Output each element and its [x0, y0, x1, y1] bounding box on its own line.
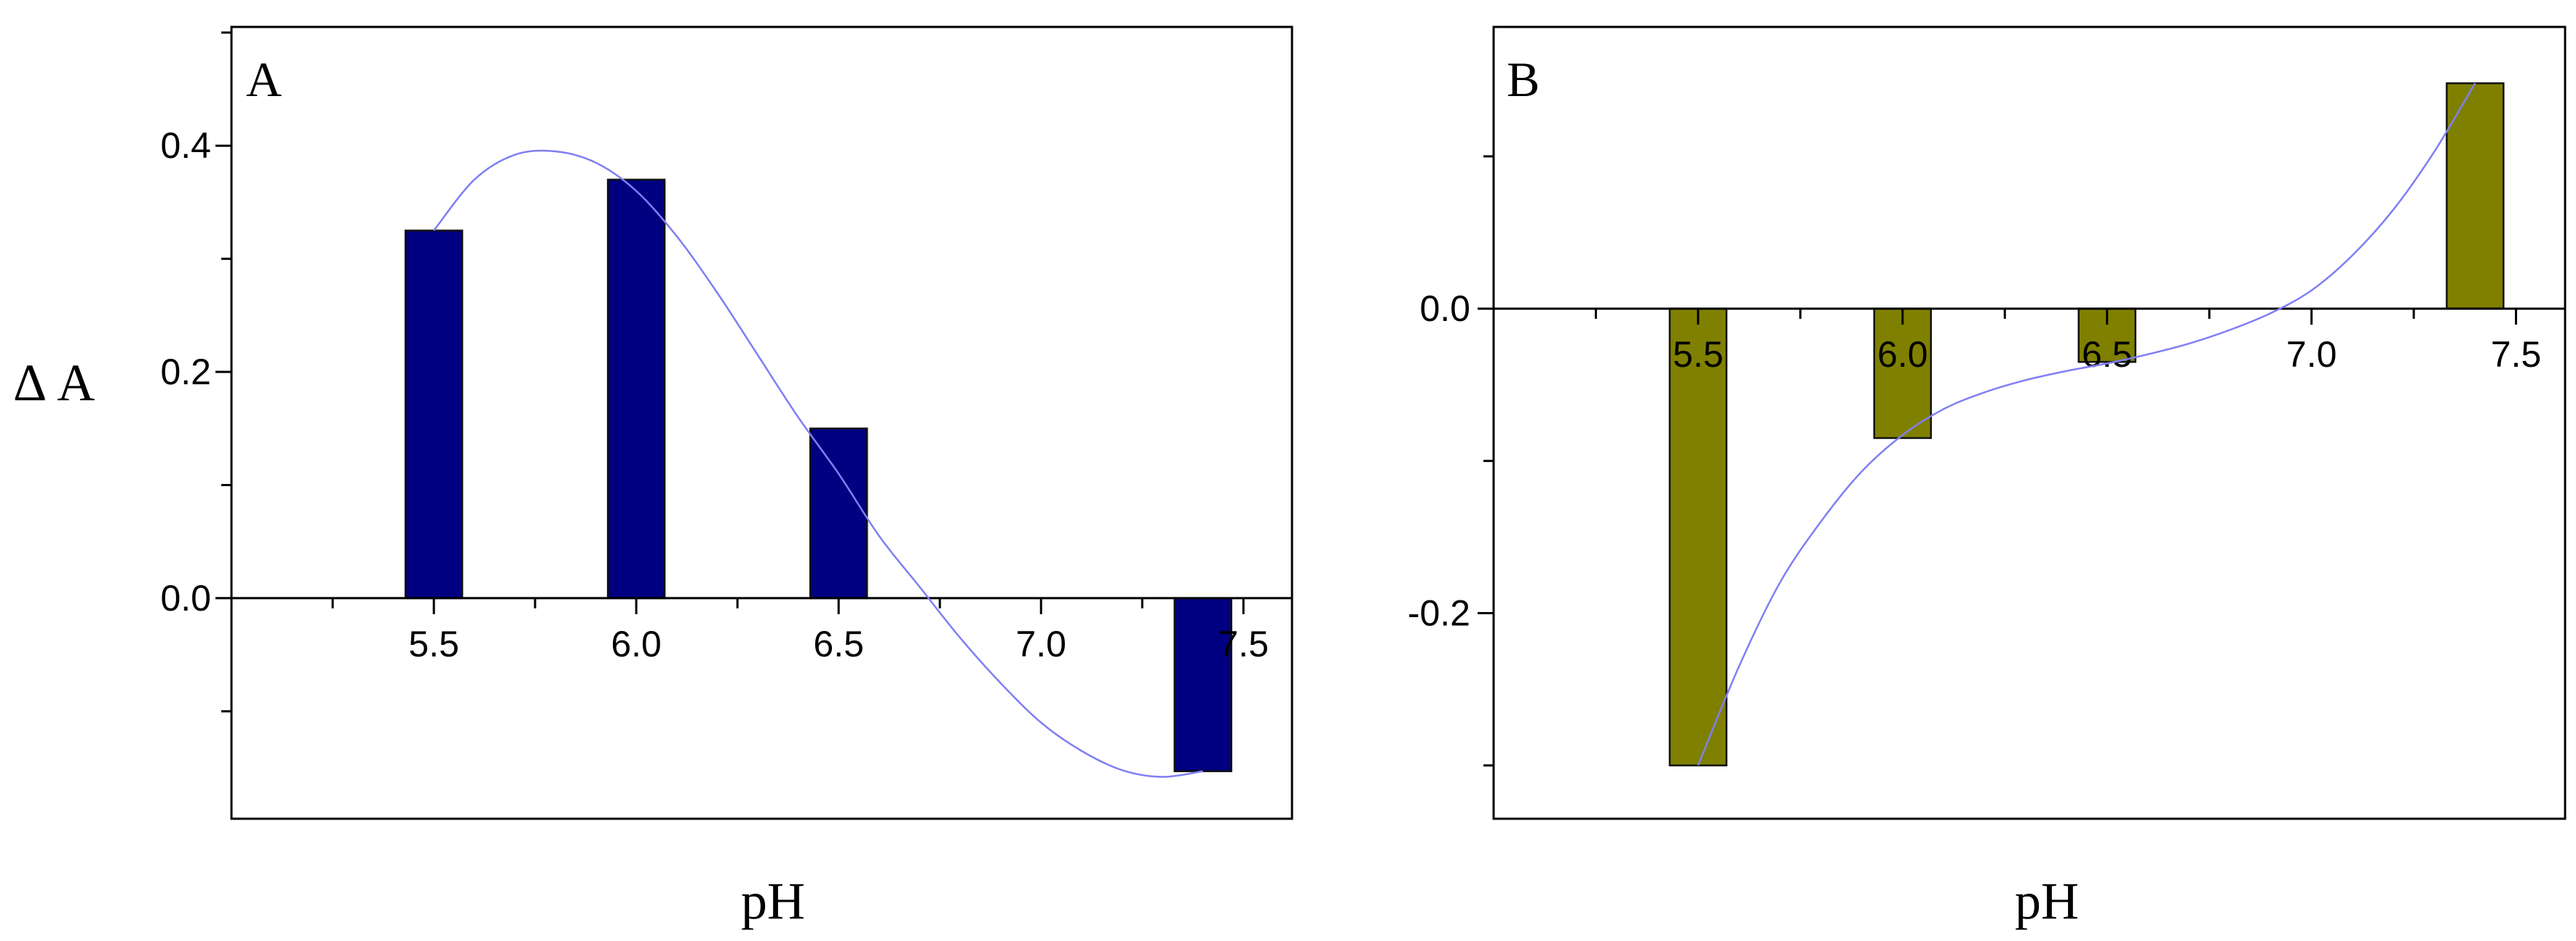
panel-b-bar-3 [2446, 82, 2505, 310]
panel-b-x-tick-label: 5.5 [1673, 334, 1724, 375]
panel-a-y-tick-label: 0.2 [160, 352, 211, 392]
panel-a-bar-2 [809, 427, 868, 600]
panel-a-y-axis-label: Δ A [13, 354, 95, 412]
panel-a-x-tick-label: 7.0 [1015, 624, 1066, 664]
panel-a-x-tick-label: 7.5 [1218, 624, 1269, 664]
panel-b-y-tick-label: 0.0 [1419, 288, 1470, 329]
panel-b-fit-curve [1697, 82, 2476, 766]
panel-b-bar-1 [1873, 307, 1933, 440]
panel-a-y-tick-label: 0.4 [160, 125, 211, 166]
panel-a-bar-3 [1173, 597, 1232, 772]
panel-b-y-tick-label: -0.2 [1408, 593, 1470, 634]
panel-b-x-tick-label: 6.5 [2082, 334, 2133, 375]
panel-b-chart: B pH 5.5 6.0 6.5 7.0 7.5 0.0 -0.2 [1408, 25, 2567, 930]
panel-b-bar-0 [1668, 307, 1728, 767]
panel-a-label: A [246, 52, 282, 107]
panel-b-frame [1492, 25, 2567, 820]
panel-a-x-axis-label: pH [741, 872, 805, 930]
panel-b-label: B [1507, 52, 1539, 107]
panel-a-chart: A Δ A pH 5.5 6.0 6.5 7.0 7.5 0.0 0.2 0.4 [13, 25, 1293, 930]
panel-b-x-tick-label: 6.0 [1877, 334, 1928, 375]
panel-b-x-tick-label: 7.0 [2286, 334, 2337, 375]
panel-a-fit-curve [433, 149, 1203, 778]
panel-b-plot-area: 5.5 6.0 6.5 7.0 7.5 0.0 -0.2 [1408, 82, 2565, 767]
panel-a-x-tick-label: 6.5 [813, 624, 864, 664]
panel-a-x-tick-label: 5.5 [408, 624, 459, 664]
panel-a-plot-area: 5.5 6.0 6.5 7.0 7.5 0.0 0.2 0.4 [160, 31, 1292, 778]
panel-a-x-tick-label: 6.0 [611, 624, 662, 664]
panel-b-x-tick-label: 7.5 [2491, 334, 2542, 375]
panel-b-x-axis-label: pH [2015, 872, 2079, 930]
panel-a-frame [230, 25, 1293, 820]
panel-a-bar-0 [404, 229, 464, 600]
panel-a-bar-1 [606, 178, 666, 600]
panel-a-y-tick-label: 0.0 [160, 578, 211, 619]
